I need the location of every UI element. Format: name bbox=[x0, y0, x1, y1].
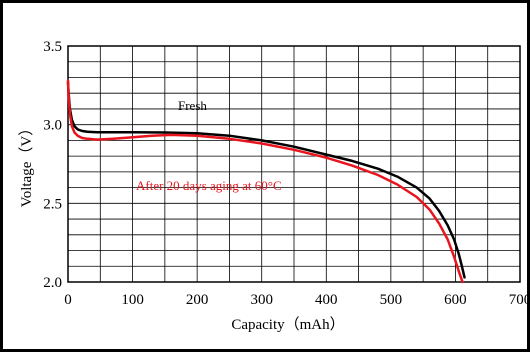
x-tick-label: 600 bbox=[444, 292, 467, 308]
series-line-fresh bbox=[66, 80, 466, 279]
annotation-aged: After 20 days aging at 60°C bbox=[136, 178, 282, 193]
y-axis-label: Voltage（V） bbox=[18, 121, 35, 207]
y-tick-label: 3.5 bbox=[43, 39, 62, 55]
y-tick-label: 3.0 bbox=[43, 118, 62, 134]
y-tick-label: 2.0 bbox=[43, 275, 62, 291]
annotation-fresh: Fresh bbox=[178, 98, 207, 113]
x-tick-label: 0 bbox=[64, 292, 72, 308]
grid bbox=[68, 46, 520, 282]
series-lines bbox=[66, 79, 466, 284]
x-tick-label: 700 bbox=[509, 292, 530, 308]
x-tick-label: 200 bbox=[186, 292, 209, 308]
y-tick-label: 2.5 bbox=[43, 196, 62, 212]
x-tick-label: 300 bbox=[250, 292, 273, 308]
x-tick-label: 500 bbox=[380, 292, 403, 308]
series-line-aged bbox=[66, 79, 464, 284]
tick-labels: 0 100 200 300 400 500 600 700 2.0 2.5 3.0 3.5 bbox=[43, 39, 530, 308]
x-tick-label: 400 bbox=[315, 292, 338, 308]
x-axis-label: Capacity（mAh） bbox=[231, 316, 344, 333]
x-tick-label: 100 bbox=[121, 292, 144, 308]
